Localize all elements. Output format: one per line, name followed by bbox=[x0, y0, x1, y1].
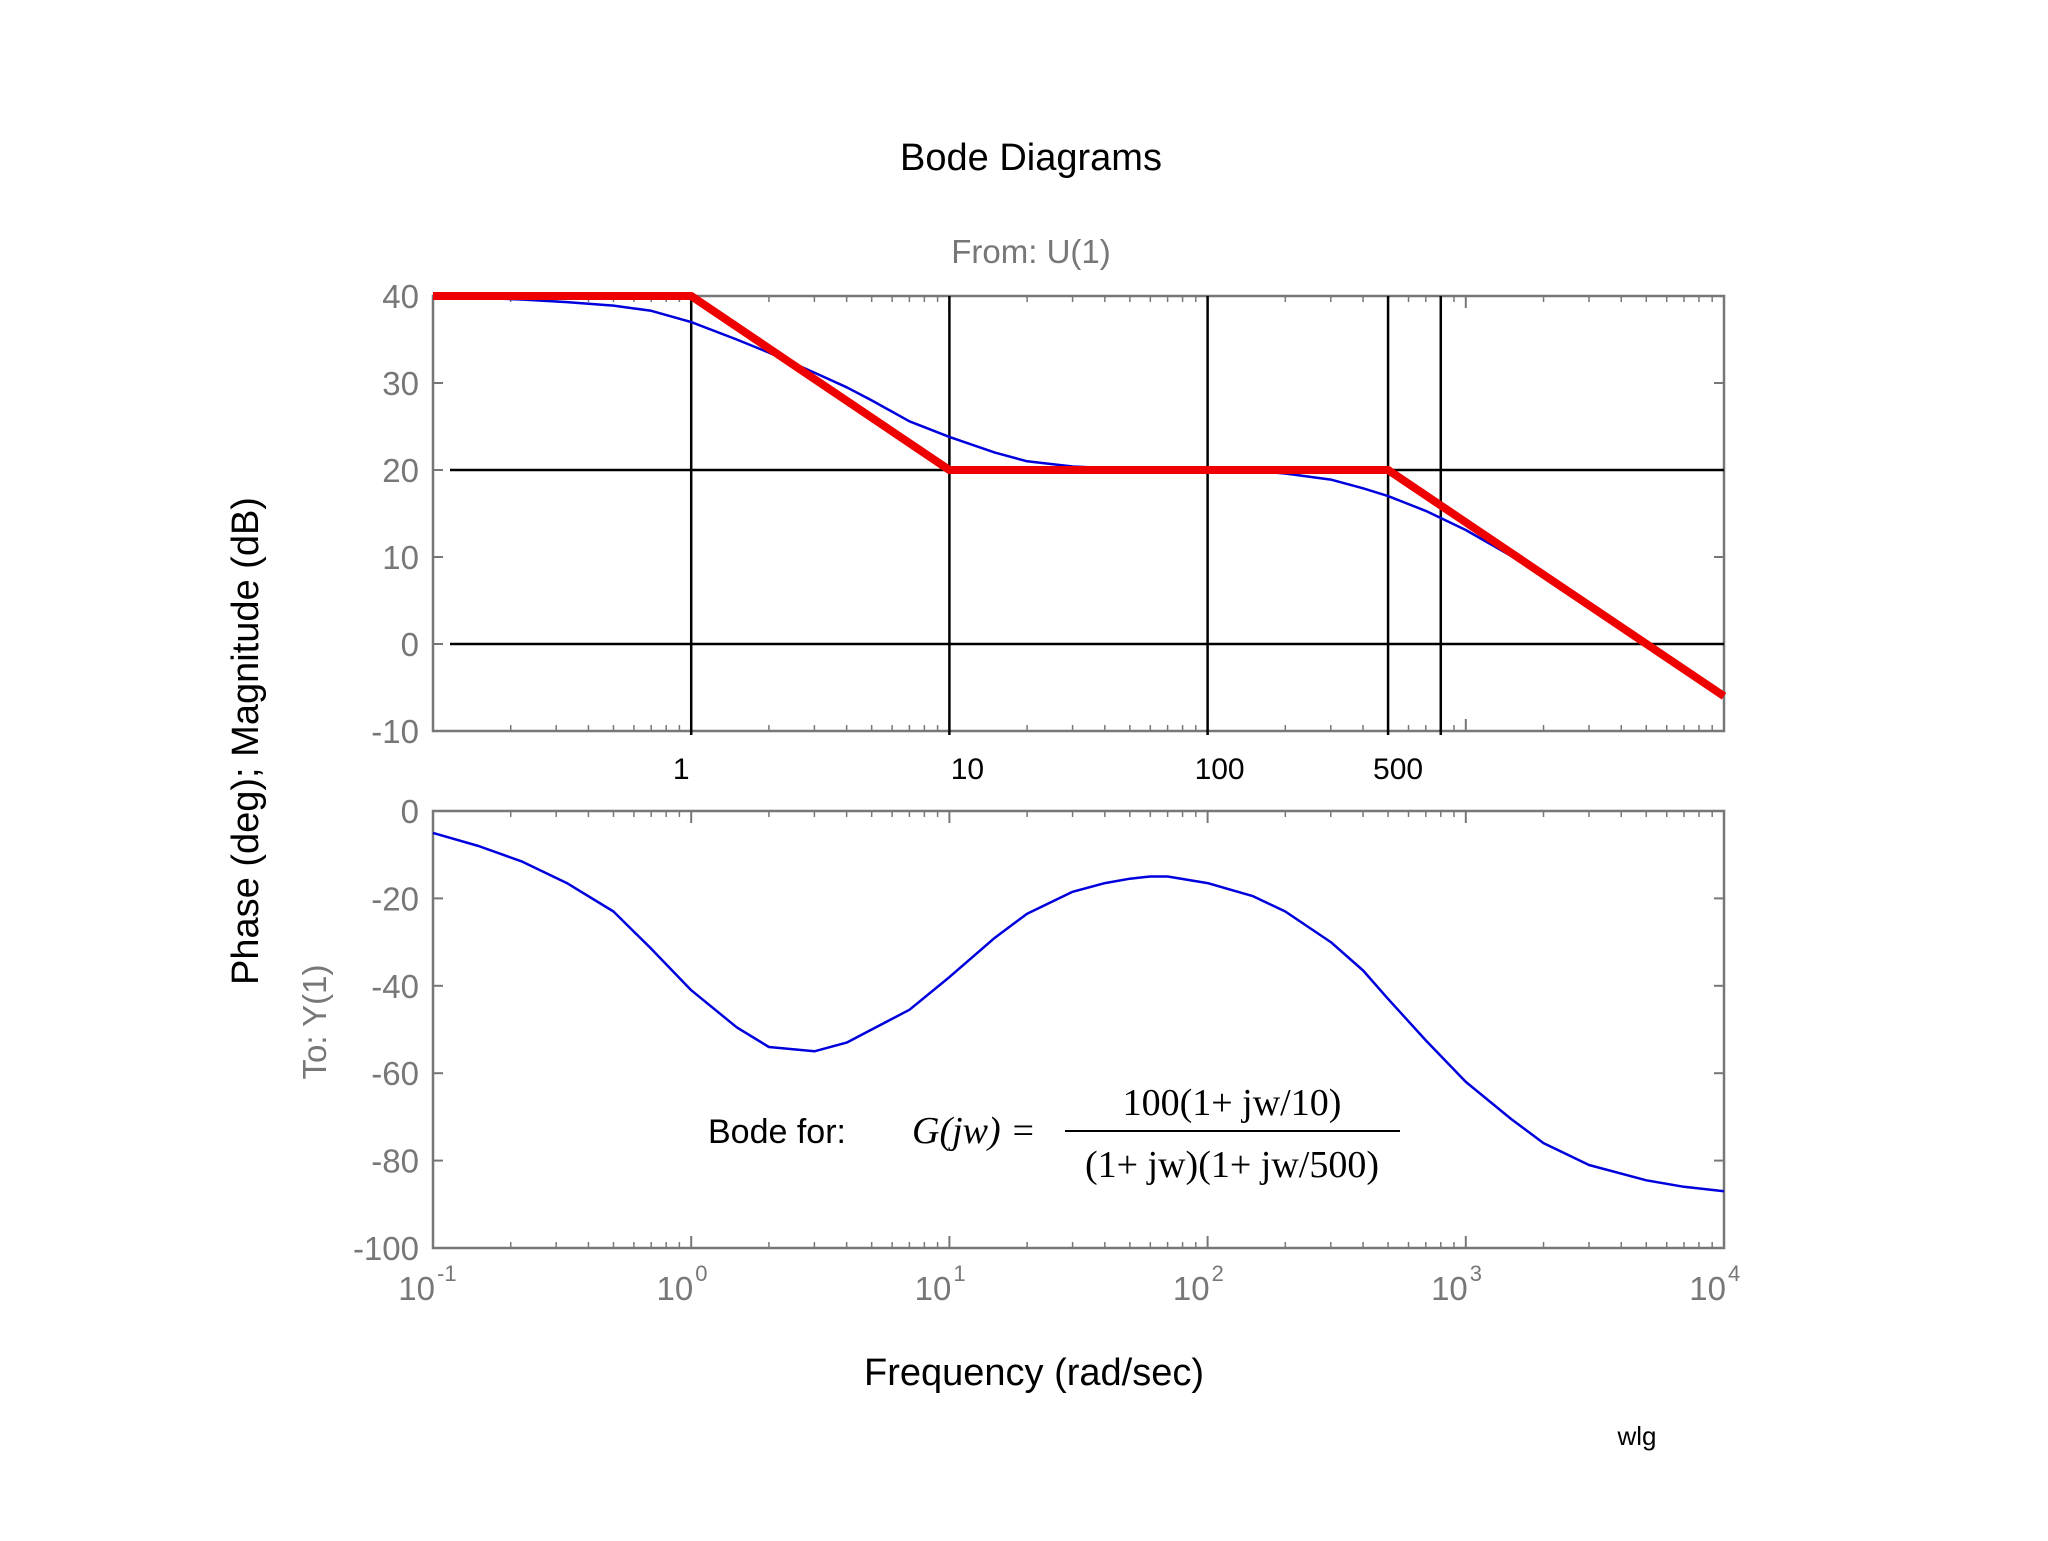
transfer-function-numerator: 100(1+ jw/10) bbox=[1123, 1082, 1342, 1124]
output-label: To: Y(1) bbox=[296, 965, 333, 1080]
y-tick-label: -60 bbox=[371, 1055, 419, 1092]
frequency-marker-label: 100 bbox=[1195, 753, 1245, 786]
y-tick-label: -20 bbox=[371, 880, 419, 917]
y-tick-label: 10 bbox=[382, 539, 419, 576]
x-tick-exponent: 3 bbox=[1470, 1261, 1482, 1286]
input-label: From: U(1) bbox=[951, 233, 1111, 270]
y-tick-label: 0 bbox=[401, 793, 419, 830]
y-tick-label: 20 bbox=[382, 452, 419, 489]
x-tick-label: 10 bbox=[656, 1270, 693, 1307]
x-tick-exponent: 2 bbox=[1212, 1261, 1224, 1286]
y-axis-label: Phase (deg); Magnitude (dB) bbox=[225, 497, 267, 985]
phase-axes-frame bbox=[431, 809, 1726, 1250]
transfer-function-lhs: G(jw) = bbox=[912, 1110, 1036, 1152]
x-tick-label: 10 bbox=[1689, 1270, 1726, 1307]
x-tick-label: 10 bbox=[398, 1270, 435, 1307]
y-tick-label: -80 bbox=[371, 1143, 419, 1180]
magnitude-axes-frame bbox=[431, 294, 1726, 733]
y-tick-label: 40 bbox=[382, 278, 419, 315]
y-tick-label: -40 bbox=[371, 968, 419, 1005]
x-tick-exponent: 0 bbox=[695, 1261, 707, 1286]
y-tick-label: 30 bbox=[382, 365, 419, 402]
x-axis-label: Frequency (rad/sec) bbox=[864, 1352, 1204, 1394]
figure-title: Bode Diagrams bbox=[900, 137, 1162, 179]
signature: wlg bbox=[1616, 1421, 1656, 1451]
magnitude-exact-line bbox=[432, 294, 1725, 697]
y-tick-label: -10 bbox=[371, 713, 419, 750]
x-tick-exponent: 4 bbox=[1728, 1261, 1740, 1286]
magnitude-asymptote-line bbox=[433, 292, 1727, 700]
x-tick-exponent: -1 bbox=[437, 1261, 457, 1286]
frequency-marker-label: 500 bbox=[1373, 753, 1423, 786]
annotation-prefix: Bode for: bbox=[708, 1113, 846, 1151]
x-tick-exponent: 1 bbox=[953, 1261, 965, 1286]
x-tick-label: 10 bbox=[915, 1270, 952, 1307]
frequency-marker-label: 10 bbox=[951, 753, 984, 786]
transfer-function-denominator: (1+ jw)(1+ jw/500) bbox=[1085, 1144, 1379, 1186]
y-tick-label: -100 bbox=[353, 1230, 419, 1267]
y-tick-label: 0 bbox=[401, 626, 419, 663]
x-tick-label: 10 bbox=[1173, 1270, 1210, 1307]
frequency-marker-label: 1 bbox=[673, 753, 690, 786]
phase-exact-line bbox=[432, 831, 1725, 1193]
x-tick-label: 10 bbox=[1431, 1270, 1468, 1307]
